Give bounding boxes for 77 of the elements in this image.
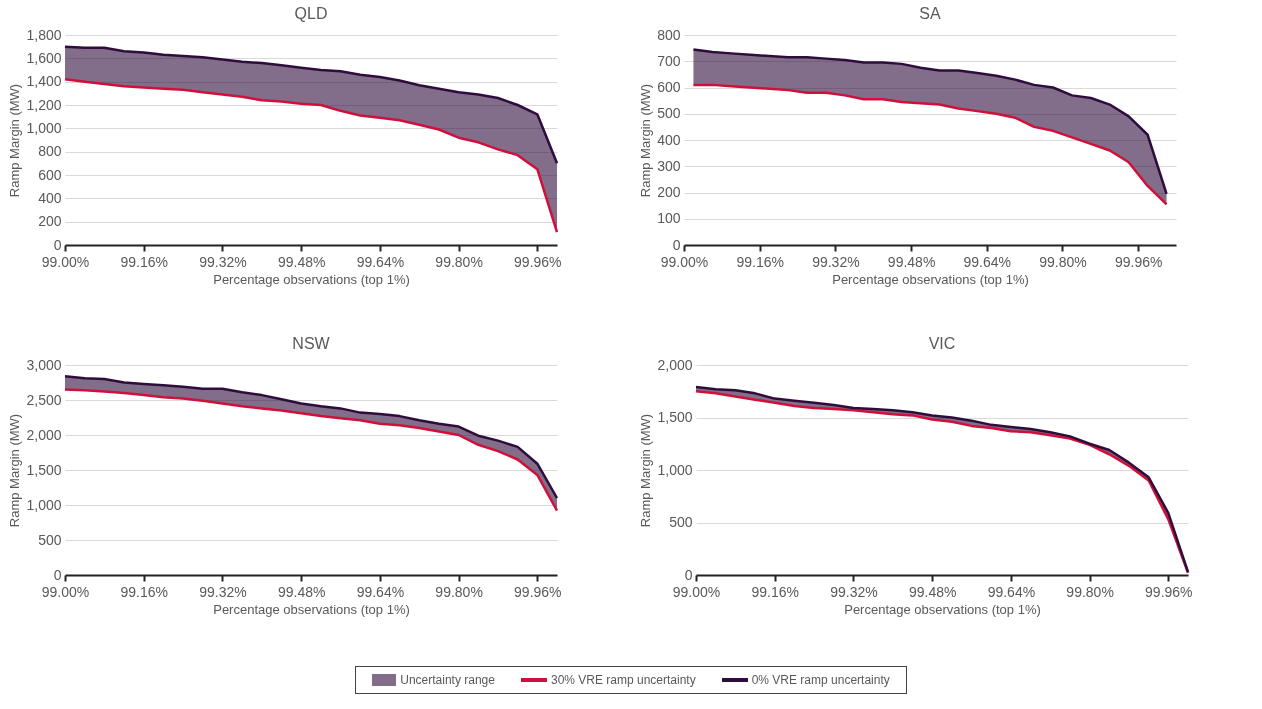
y-tick-label: 400 [38,189,62,206]
y-axis-title: Ramp Margin (MW) [638,83,654,198]
x-tick-label: 99.48% [887,253,936,270]
y-tick-label: 0 [53,236,62,253]
y-tick-label: 1,000 [26,496,62,513]
line-series [63,78,559,234]
y-tick-label: 700 [657,52,681,69]
y-tick-label: 1,600 [26,49,62,66]
y-tick-label: 400 [657,131,681,148]
y-tick-label: 500 [38,531,62,548]
y-tick-label: 1,500 [657,409,693,425]
x-tick-label: 99.80% [1039,253,1087,270]
x-tick-label: 99.80% [435,253,483,270]
y-tick-label: 2,000 [26,426,62,443]
y-tick-label: 1,800 [26,26,62,43]
y-tick-label: 600 [38,166,62,183]
x-tick-label: 99.00% [660,253,709,270]
x-tick-label: 99.80% [435,583,483,600]
x-tick-label: 99.00% [41,583,90,600]
x-tick-label: 99.48% [908,583,957,600]
text: Uncertainty range [400,673,495,687]
y-tick-label: 800 [657,26,681,43]
legend-label: 30% VRE ramp uncertainty [550,673,696,687]
y-tick-label: 300 [657,157,681,174]
y-tick-label: 200 [657,184,681,200]
x-tick-label: 99.64% [987,583,1036,600]
x-tick-label: 99.48% [277,583,326,600]
x-tick-label: 99.96% [514,583,562,600]
y-axis-title: Ramp Margin (MW) [7,413,23,528]
chart-title: NSW [292,335,331,352]
y-axis-title: Ramp Margin (MW) [638,413,654,528]
y-tick-label: 1,200 [26,96,62,113]
y-tick-label: 1,500 [26,461,62,478]
x-tick-label: 99.96% [1145,583,1193,600]
line-series [692,83,1168,206]
y-tick-label: 1,000 [26,119,62,136]
chart-title: QLD [294,5,328,22]
x-tick-label: 99.64% [963,253,1012,270]
y-tick-label: 3,000 [26,356,62,373]
x-axis-title: Percentage observations (top 1%) [213,271,410,287]
x-axis-title: Percentage observations (top 1%) [213,601,410,617]
chart-title: VIC [928,335,956,352]
x-tick-label: 99.00% [41,253,90,270]
chart-title: SA [919,5,941,22]
x-tick-label: 99.32% [199,253,247,270]
x-tick-label: 99.16% [120,253,168,270]
x-axis-title: Percentage observations (top 1%) [844,601,1041,617]
x-tick-label: 99.64% [356,253,405,270]
y-tick-label: 500 [657,105,681,122]
y-tick-label: 600 [657,79,681,95]
x-tick-label: 99.16% [120,583,168,600]
y-tick-label: 1,400 [26,73,62,90]
y-tick-label: 0 [53,566,62,583]
x-tick-label: 99.48% [277,253,326,270]
x-tick-label: 99.64% [356,583,405,600]
x-tick-label: 99.80% [1066,583,1114,600]
x-tick-label: 99.00% [672,583,721,600]
x-tick-label: 99.32% [199,583,247,600]
y-tick-label: 500 [669,514,693,530]
x-axis-title: Percentage observations (top 1%) [832,271,1029,287]
y-tick-label: 100 [657,210,681,227]
y-tick-label: 1,000 [657,461,693,478]
y-tick-label: 200 [38,213,62,230]
y-tick-label: 2,500 [26,391,62,408]
y-tick-label: 0 [684,566,693,583]
x-tick-label: 99.32% [812,253,860,270]
y-axis-title: Ramp Margin (MW) [7,83,23,198]
x-tick-label: 99.96% [1114,253,1163,270]
y-tick-label: 2,000 [657,356,693,373]
y-tick-label: 0 [672,236,681,253]
x-tick-label: 99.16% [736,253,784,270]
x-tick-label: 99.16% [751,583,799,600]
line-series [63,45,559,165]
y-tick-label: 800 [38,143,62,160]
legend-label: 0% VRE ramp uncertainty [751,673,890,687]
x-tick-label: 99.32% [830,583,878,600]
x-tick-label: 99.96% [514,253,562,270]
